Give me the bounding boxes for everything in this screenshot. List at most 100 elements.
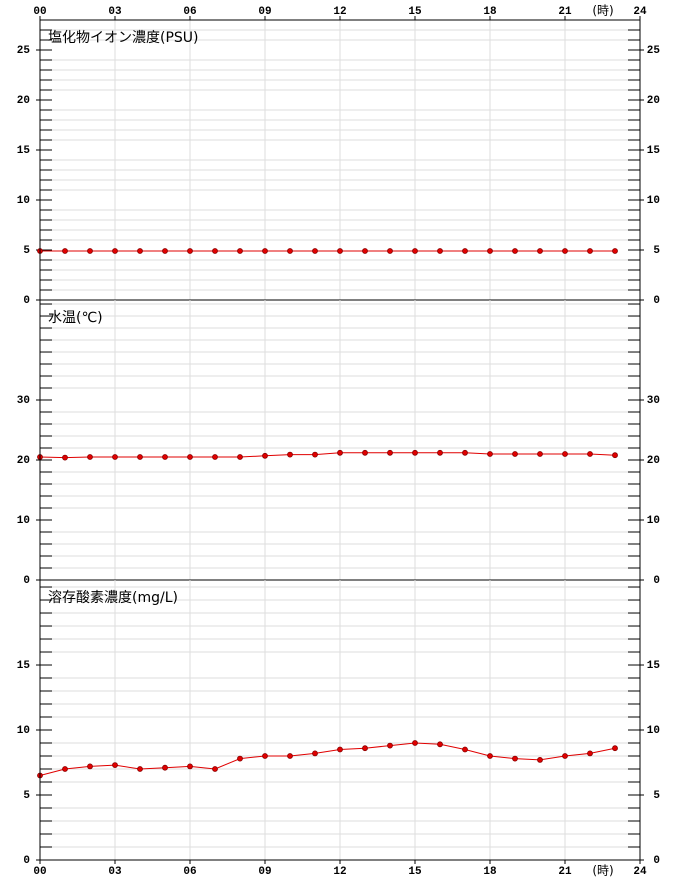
- data-point: [612, 745, 618, 752]
- y2-tick-label: 20: [647, 95, 660, 107]
- y2-tick-label: 15: [647, 145, 661, 157]
- data-point: [112, 762, 118, 769]
- y2-tick-label: 10: [647, 515, 660, 527]
- y2-tick-label: 20: [647, 455, 660, 467]
- data-point: [162, 248, 168, 254]
- data-point: [487, 451, 493, 457]
- data-point: [312, 750, 318, 757]
- data-point: [562, 451, 568, 457]
- data-point: [87, 454, 93, 460]
- panel-title: 塩化物イオン濃度(PSU): [48, 30, 199, 46]
- data-point: [512, 755, 518, 762]
- data-point: [562, 753, 568, 759]
- y2-tick-label: 0: [653, 295, 660, 307]
- data-point: [187, 248, 193, 254]
- y-tick-label: 10: [17, 195, 30, 207]
- x-tick-label: 09: [258, 6, 271, 18]
- x-tick-label: 00: [33, 866, 46, 878]
- data-point: [362, 449, 368, 456]
- data-point: [412, 740, 418, 746]
- data-point: [212, 454, 218, 460]
- data-point: [137, 766, 143, 772]
- y-tick-label: 30: [17, 395, 30, 407]
- x-tick-label: 12: [333, 6, 346, 18]
- data-point: [262, 248, 268, 254]
- data-point: [212, 248, 218, 254]
- x-tick-label: 06: [183, 866, 196, 878]
- data-point: [462, 449, 468, 456]
- data-point: [412, 248, 418, 254]
- data-point: [287, 451, 293, 458]
- data-point: [237, 248, 243, 254]
- data-point: [437, 248, 443, 254]
- y-tick-label: 10: [17, 515, 30, 527]
- data-point: [387, 449, 393, 456]
- data-point: [312, 451, 318, 458]
- y-tick-label: 20: [17, 95, 30, 107]
- y2-tick-label: 0: [653, 575, 660, 587]
- y2-tick-label: 5: [653, 790, 660, 802]
- data-point: [537, 451, 543, 457]
- data-point: [62, 248, 68, 254]
- x-tick-label: 09: [258, 866, 271, 878]
- y-tick-label: 0: [23, 855, 30, 867]
- data-line: [39, 452, 616, 459]
- y2-tick-label: 10: [647, 195, 660, 207]
- data-point: [587, 451, 593, 457]
- data-point: [462, 248, 468, 254]
- data-point: [387, 248, 393, 254]
- data-point: [587, 750, 593, 757]
- panel-title: 溶存酸素濃度(mg/L): [48, 590, 178, 606]
- data-point: [437, 449, 443, 456]
- data-point: [362, 248, 368, 254]
- x-tick-label: 15: [408, 866, 422, 878]
- data-point: [187, 454, 193, 460]
- data-point: [537, 248, 543, 254]
- data-point: [87, 763, 93, 770]
- data-point: [87, 248, 93, 254]
- data-point: [587, 248, 593, 254]
- data-point: [162, 764, 168, 771]
- data-point: [362, 745, 368, 752]
- data-point: [612, 248, 618, 254]
- data-point: [212, 766, 218, 772]
- data-point: [312, 248, 318, 254]
- data-point: [412, 449, 418, 456]
- y-tick-label: 25: [17, 45, 31, 57]
- x-tick-label: 15: [408, 6, 422, 18]
- data-point: [137, 454, 143, 460]
- y2-tick-label: 25: [647, 45, 661, 57]
- x-tick-label: 24: [633, 866, 647, 878]
- data-point: [337, 248, 343, 254]
- data-point: [262, 753, 268, 759]
- y2-tick-label: 0: [653, 855, 660, 867]
- x-unit: (時): [592, 4, 613, 18]
- data-point: [437, 741, 443, 748]
- data-point: [112, 454, 118, 460]
- x-tick-label: 12: [333, 866, 346, 878]
- data-point: [287, 753, 293, 759]
- data-point: [487, 248, 493, 254]
- data-point: [537, 757, 543, 763]
- data-point: [512, 248, 518, 254]
- data-point: [112, 248, 118, 254]
- x-tick-label: 03: [108, 866, 122, 878]
- x-tick-label: 18: [483, 6, 497, 18]
- x-tick-label: 21: [558, 866, 572, 878]
- data-point: [287, 248, 293, 254]
- y2-tick-label: 5: [653, 245, 660, 257]
- x-tick-label: 03: [108, 6, 122, 18]
- panel-title: 水温(℃): [48, 310, 103, 326]
- data-point: [187, 763, 193, 770]
- data-point: [62, 766, 68, 772]
- data-point: [487, 753, 493, 759]
- x-tick-label: 18: [483, 866, 497, 878]
- data-point: [612, 452, 618, 459]
- data-point: [262, 452, 268, 459]
- data-point: [462, 746, 468, 753]
- x-tick-label: 21: [558, 6, 572, 18]
- data-line: [39, 742, 616, 776]
- data-point: [237, 755, 243, 762]
- x-tick-label: 00: [33, 6, 46, 18]
